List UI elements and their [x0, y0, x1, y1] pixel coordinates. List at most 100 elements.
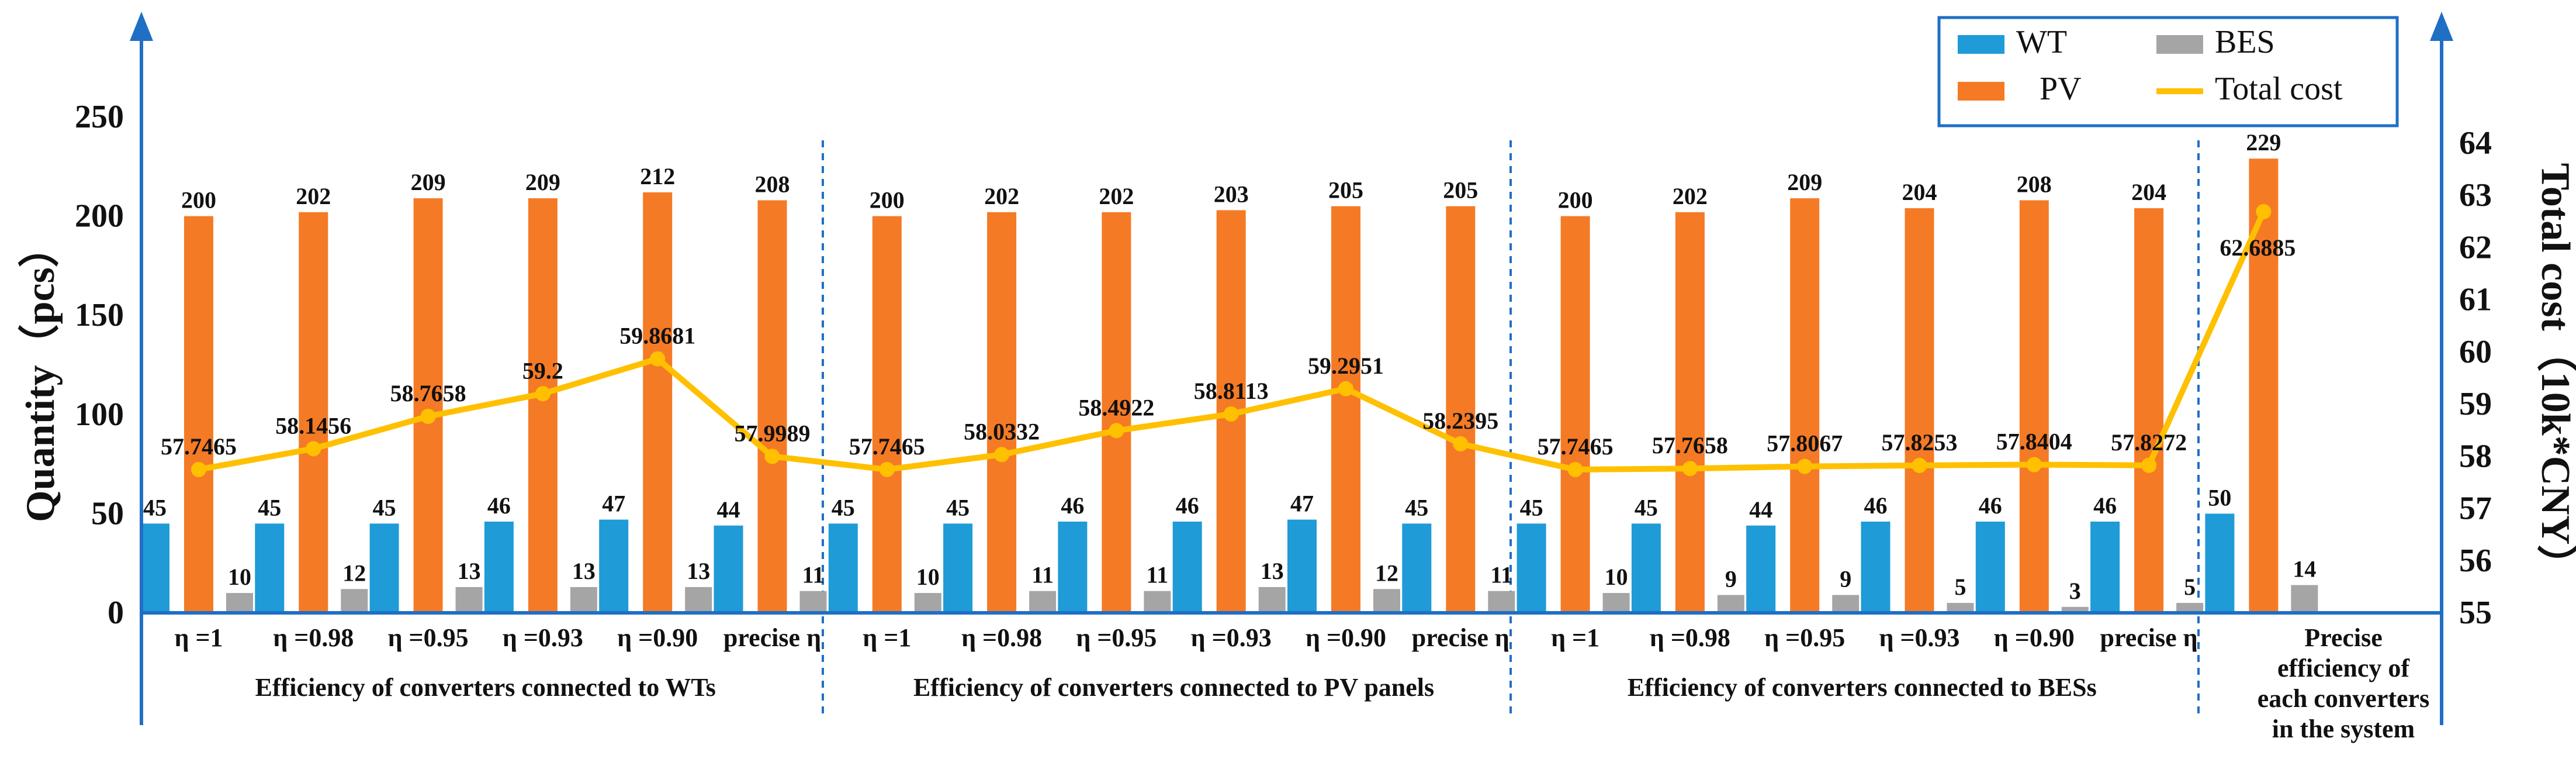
category-label: η =0.90	[617, 623, 698, 652]
bar-wt	[140, 523, 169, 613]
bar-wt	[1861, 521, 1891, 613]
category-label: η =0.98	[273, 623, 354, 652]
bar-bes-label: 3	[2069, 578, 2081, 604]
total-cost-point	[879, 461, 895, 477]
bar-bes-label: 11	[1490, 562, 1512, 588]
bar-pv-label: 209	[525, 169, 560, 195]
group-label-line: in the system	[2272, 715, 2415, 743]
bar-pv	[1560, 216, 1590, 613]
total-cost-label: 57.7465	[161, 433, 237, 460]
bar-bes-label: 13	[1261, 558, 1284, 584]
bar-bes	[1258, 587, 1286, 613]
bar-bes	[1488, 591, 1515, 613]
bar-bes	[1602, 593, 1630, 613]
category-label: η =1	[1551, 623, 1599, 652]
bar-pv	[1102, 212, 1131, 613]
bar-wt	[1631, 523, 1661, 613]
bar-bes-label: 10	[916, 564, 940, 590]
total-cost-label: 57.7658	[1652, 432, 1728, 458]
bar-pv-label: 200	[181, 187, 216, 213]
bar-bes	[1947, 603, 1974, 613]
group-separators	[822, 140, 2200, 719]
bar-pv-label: 202	[1673, 183, 1708, 209]
bar-bes-label: 10	[1605, 564, 1628, 590]
bar-pv-label: 209	[1787, 169, 1822, 195]
bar-wt-label: 46	[1061, 492, 1084, 519]
bar-bes-label: 5	[1955, 574, 1966, 600]
total-cost-label: 62.6885	[2220, 234, 2295, 261]
bar-pv	[2134, 208, 2164, 613]
total-cost-point	[650, 351, 666, 367]
category-label: η =0.95	[1076, 623, 1157, 652]
total-cost-point	[1109, 423, 1124, 439]
bar-bes-label: 9	[1840, 565, 1851, 592]
bar-bes	[455, 587, 483, 613]
total-cost-label: 58.7658	[390, 380, 466, 406]
category-label: η =0.90	[1306, 623, 1386, 652]
legend-label: PV	[2040, 71, 2082, 107]
legend-swatch	[1958, 82, 2004, 101]
bar-wt-label: 45	[143, 494, 167, 520]
bar-wt	[255, 523, 285, 613]
bar-pv	[1446, 206, 1476, 613]
y-tick-label: 50	[91, 495, 124, 532]
bar-wt-label: 44	[1749, 496, 1772, 523]
bar-bes	[1144, 591, 1171, 613]
category-label: η =0.93	[503, 623, 583, 652]
total-cost-label: 57.8253	[1882, 429, 1958, 456]
bar-bes	[685, 587, 712, 613]
total-cost-point	[2256, 204, 2272, 220]
total-cost-point	[1223, 406, 1239, 422]
bar-bes-label: 13	[572, 558, 595, 584]
bar-wt	[1058, 521, 1088, 613]
bar-wt	[1402, 523, 1432, 613]
category-label: η =0.95	[388, 623, 469, 652]
category-label: precise η	[1412, 623, 1509, 652]
bar-bes-label: 11	[802, 562, 825, 588]
bar-wt	[1172, 521, 1202, 613]
total-cost-label: 58.8113	[1194, 378, 1269, 404]
group-label-line: Precise	[2304, 623, 2383, 652]
total-cost-point	[1797, 458, 1813, 474]
total-cost-point	[191, 461, 206, 477]
bar-wt-label: 45	[373, 494, 396, 520]
category-label: η =0.90	[1994, 623, 2075, 652]
group-label: Efficiency of converters connected to WT…	[255, 673, 716, 702]
bar-wt	[1746, 525, 1776, 613]
bar-wt-label: 45	[258, 494, 281, 520]
bar-bes-label: 13	[458, 558, 481, 584]
category-label: precise η	[2100, 623, 2198, 652]
y-tick-label: 0	[108, 595, 124, 631]
value-labels: 45 200 10 45 202 12 45 209 13 46 209 13 47 212 13 44 208…	[143, 129, 2316, 604]
group-label-line: efficiency of	[2277, 654, 2410, 682]
bar-bes-label: 5	[2184, 574, 2196, 600]
total-cost-line	[191, 204, 2272, 477]
y2-tick-label: 55	[2459, 595, 2492, 631]
bar-bes-label: 13	[687, 558, 710, 584]
bar-wt-label: 46	[1864, 492, 1888, 519]
bar-pv-label: 205	[1328, 177, 1363, 203]
y-tick-label: 100	[75, 396, 124, 433]
total-cost-point	[764, 449, 780, 464]
bar-pv-label: 202	[296, 183, 331, 209]
category-label: η =1	[174, 623, 223, 652]
bar-bes-label: 11	[1031, 562, 1054, 588]
bar-wt-label: 50	[2208, 484, 2231, 510]
y2-tick-label: 61	[2459, 282, 2492, 318]
bar-pv-label: 204	[1902, 179, 1937, 205]
legend-label: BES	[2215, 24, 2275, 60]
bar-pv	[2019, 200, 2049, 613]
bar-wt	[2090, 521, 2120, 613]
bar-wt	[1975, 521, 2005, 613]
total-cost-point	[1453, 436, 1469, 451]
y2-tick-label: 62	[2459, 229, 2492, 265]
bar-wt-label: 46	[1176, 492, 1199, 519]
y-axis-title: Quantity（pcs）	[18, 226, 63, 522]
bar-bes	[1029, 591, 1057, 613]
category-label: η =0.98	[1650, 623, 1730, 652]
y-tick-label: 250	[75, 99, 124, 135]
total-cost-label: 57.8272	[2111, 429, 2187, 456]
total-cost-label: 57.7465	[1538, 433, 1614, 460]
total-cost-label: 57.7465	[849, 433, 925, 460]
